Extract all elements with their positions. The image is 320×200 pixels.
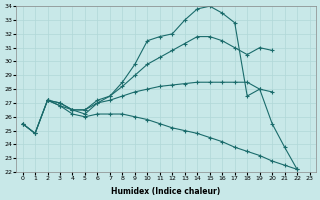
X-axis label: Humidex (Indice chaleur): Humidex (Indice chaleur) [111,187,221,196]
